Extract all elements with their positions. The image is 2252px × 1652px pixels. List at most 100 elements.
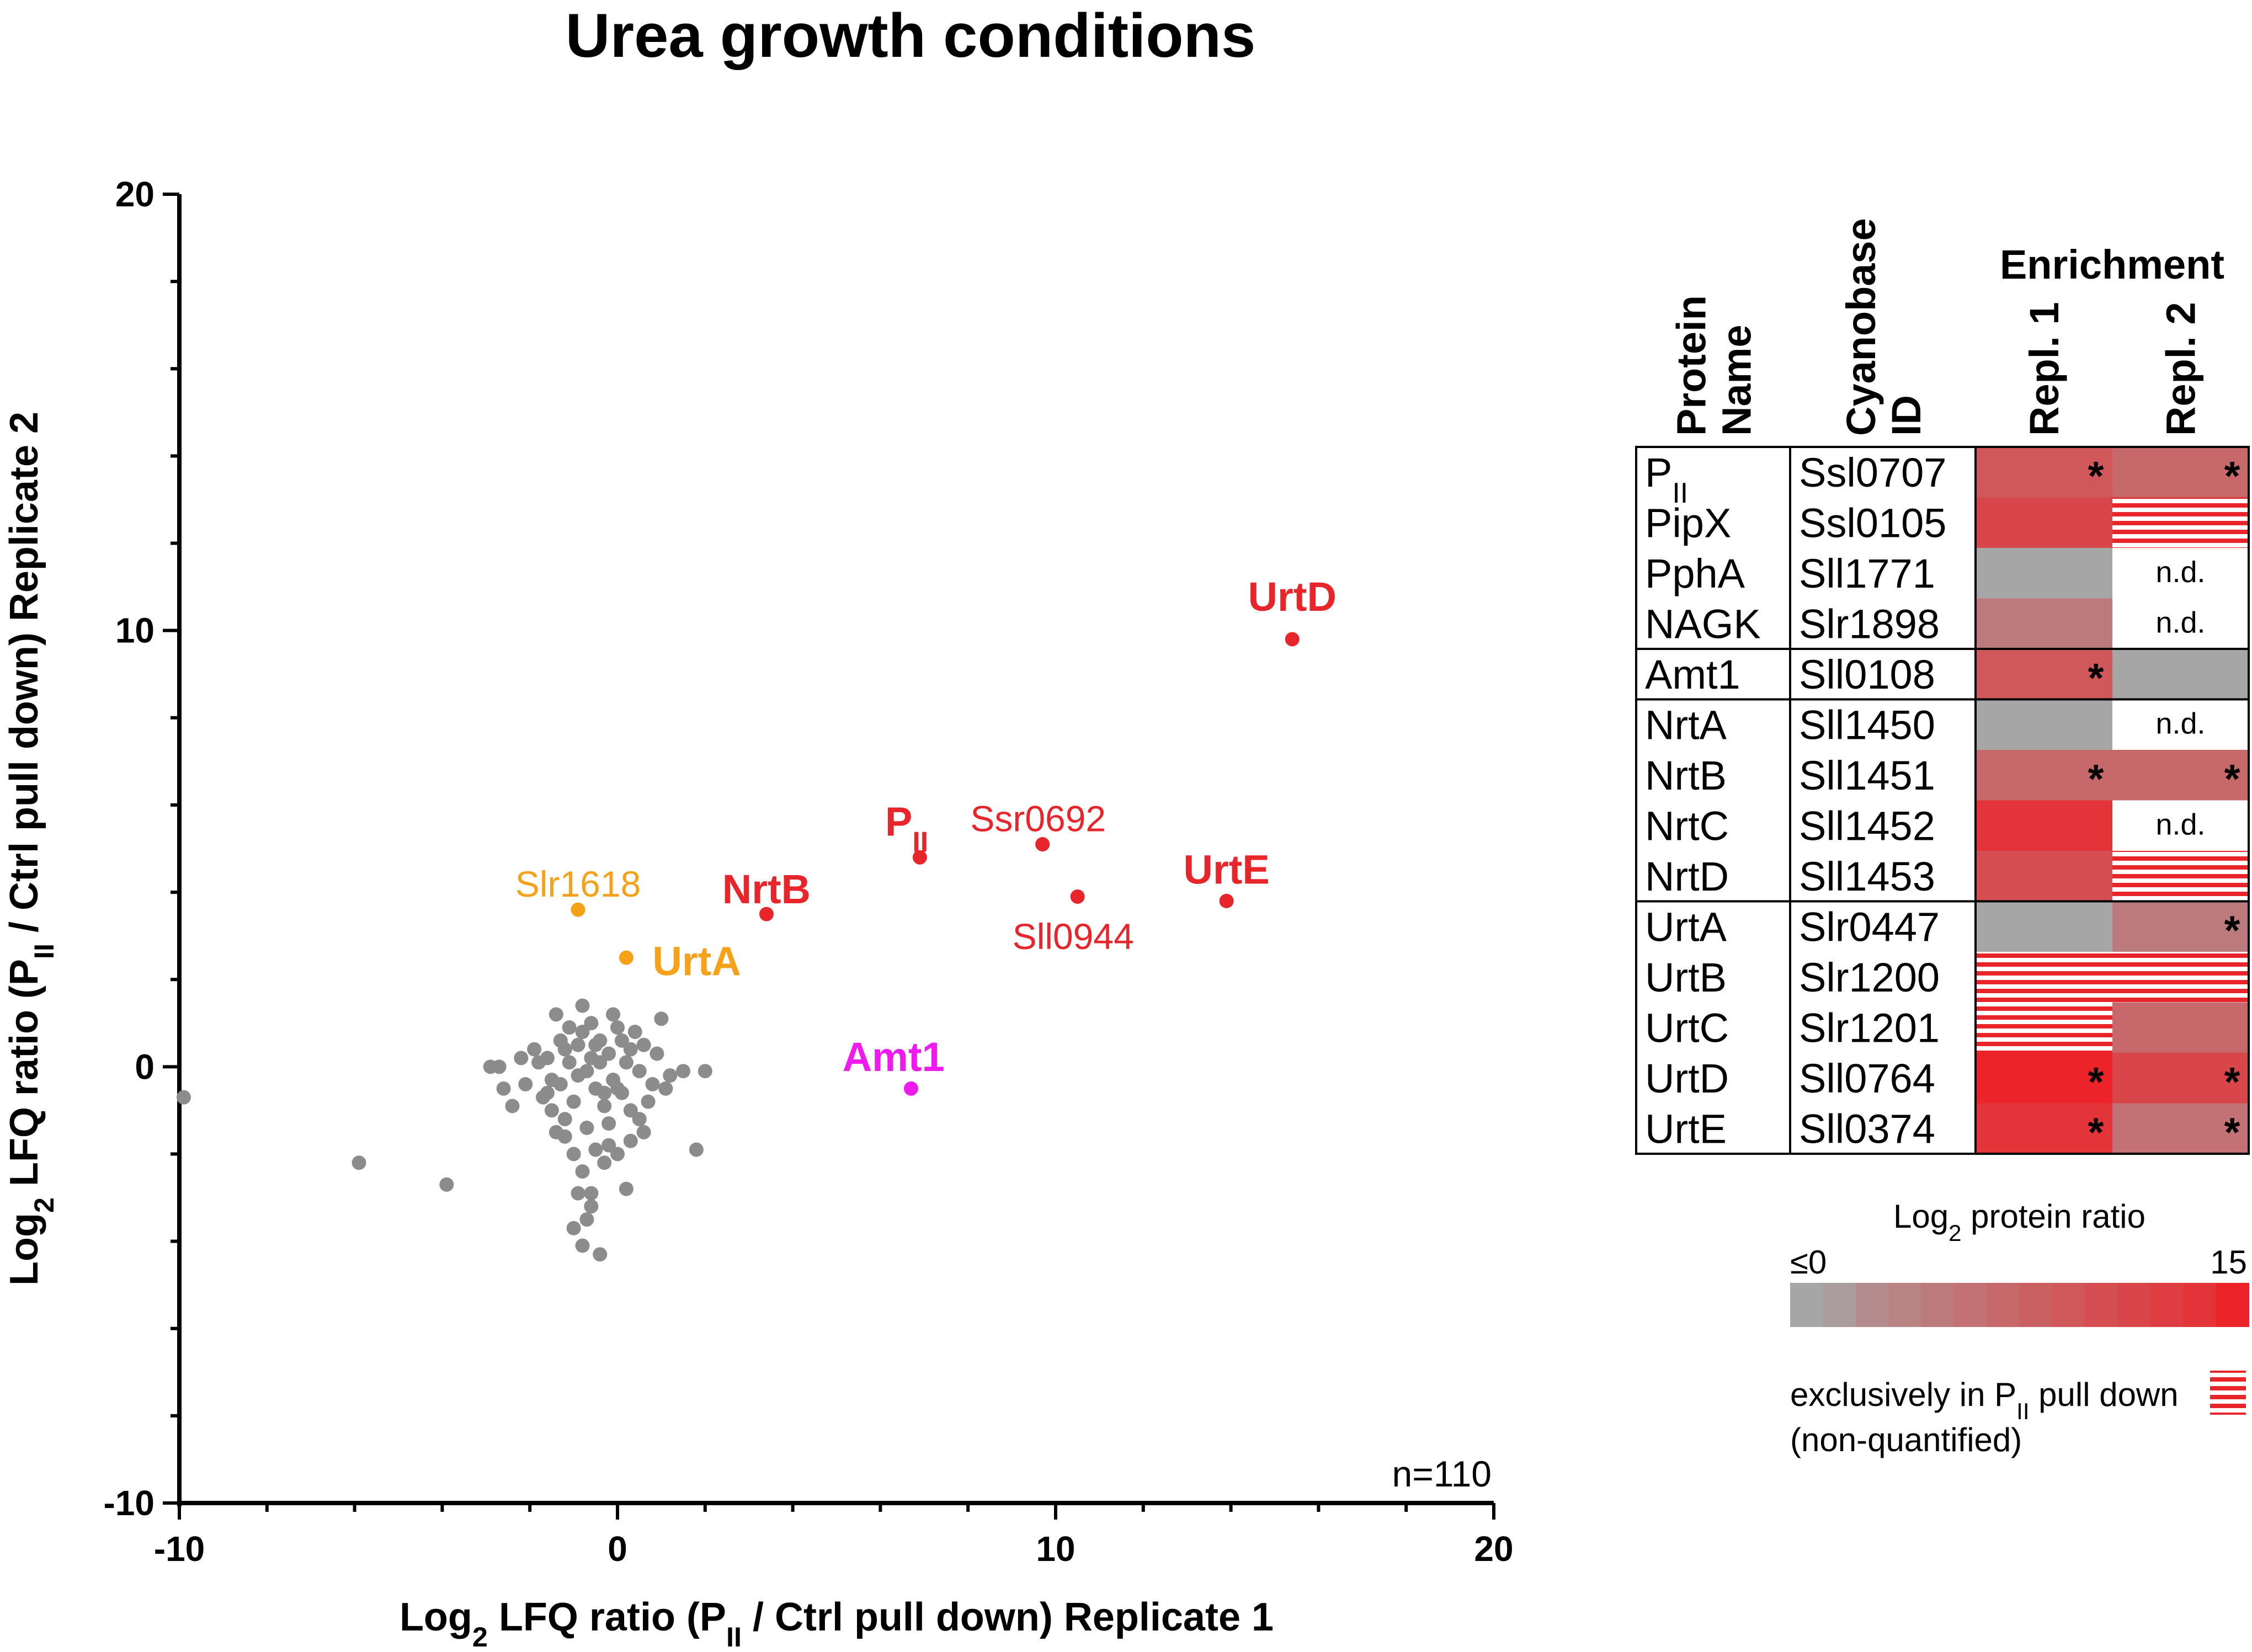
- data-point-gray: [636, 1037, 651, 1052]
- protein-name: NrtA: [1645, 702, 1727, 748]
- data-point-gray: [623, 1103, 638, 1118]
- data-point-gray: [645, 1077, 660, 1091]
- y-tick-label: -10: [104, 1483, 155, 1523]
- color-legend: Log2 protein ratio ≤0 15 exclusively in PII…: [1790, 1198, 2249, 1458]
- data-point-gray: [527, 1042, 542, 1057]
- table-border: [1635, 446, 2250, 1155]
- data-point-gray: [352, 1155, 366, 1170]
- repl2-cell: [2112, 598, 2249, 649]
- data-point-gray: [654, 1011, 669, 1026]
- repl1-cell: [1976, 952, 2112, 1003]
- data-point-gray: [496, 1081, 511, 1096]
- cyanobase-id: Sll0108: [1799, 652, 1935, 697]
- cyanobase-id: Slr0447: [1799, 904, 1940, 950]
- data-point-gray: [619, 1055, 633, 1070]
- data-point-gray: [176, 1090, 191, 1105]
- header-repl2: Repl. 2: [2158, 302, 2204, 436]
- legend-scale-step: [2183, 1283, 2217, 1327]
- repl1-cell: [1976, 901, 2112, 952]
- legend-scale-step: [2085, 1283, 2118, 1327]
- repl2-cell: [2112, 699, 2249, 750]
- data-point-gray: [658, 1081, 673, 1096]
- repl2-star: *: [2224, 1110, 2240, 1155]
- repl2-cell: [2112, 497, 2249, 548]
- data-point-gray: [566, 1221, 581, 1235]
- cyanobase-id: Sll0764: [1799, 1056, 1935, 1101]
- repl1-cell: [1976, 447, 2112, 498]
- x-tick-label: 10: [1036, 1529, 1075, 1569]
- data-point-gray: [619, 1181, 633, 1196]
- figure-title: Urea growth conditions: [565, 1, 1256, 70]
- data-point-gray: [588, 1037, 603, 1052]
- cyanobase-id: Sll1452: [1799, 803, 1935, 849]
- data-point-gray: [614, 1033, 629, 1048]
- data-point-gray: [553, 1077, 568, 1091]
- repl2-star: *: [2224, 908, 2240, 953]
- data-point-gray: [593, 1055, 608, 1070]
- legend-scale-step: [1987, 1283, 2020, 1327]
- protein-name: NAGK: [1645, 601, 1761, 647]
- data-point-gray: [584, 1016, 599, 1031]
- data-point-gray: [562, 1020, 577, 1035]
- protein-name: PII: [1645, 450, 1688, 509]
- cyanobase-id: Sll1771: [1799, 551, 1935, 596]
- data-point-gray: [597, 1155, 612, 1170]
- scatter-plot: -10 0 10 20 -10 0 10 20 Log2 LFQ ratio (PII / Ct…: [2, 174, 1514, 1652]
- cyanobase-id: Slr1200: [1799, 955, 1940, 1000]
- repl2-cell: [2112, 851, 2249, 902]
- data-point-gray: [571, 1186, 585, 1201]
- x-axis-title: Log2 LFQ ratio (PII / Ctrl pull down) Re…: [400, 1595, 1274, 1652]
- protein-name: UrtC: [1645, 1005, 1729, 1051]
- repl1-cell: [1976, 750, 2112, 801]
- data-point-gray: [632, 1112, 647, 1127]
- data-point-gray: [689, 1142, 704, 1157]
- cyanobase-id: Sll1451: [1799, 753, 1935, 798]
- data-point-gray: [601, 1138, 616, 1153]
- point-label-urte: UrtE: [1184, 846, 1270, 892]
- repl1-cell: [1976, 1002, 2112, 1053]
- data-point-gray: [601, 1046, 616, 1061]
- y-tick-label: 20: [115, 174, 155, 214]
- repl1-cell: [1976, 497, 2112, 548]
- point-label-nrtb: NrtB: [722, 866, 811, 912]
- data-point-sll0944: [1070, 889, 1085, 904]
- legend-scale-step: [2019, 1283, 2053, 1327]
- data-point-gray: [588, 1142, 603, 1157]
- legend-min-label: ≤0: [1790, 1244, 1827, 1281]
- data-point-gray: [514, 1051, 529, 1065]
- cyanobase-id: Sll1450: [1799, 702, 1935, 748]
- data-point-gray: [557, 1112, 572, 1127]
- y-tick-label: 0: [135, 1047, 155, 1086]
- cyanobase-id: Slr1201: [1799, 1005, 1940, 1051]
- protein-name: UrtD: [1645, 1056, 1729, 1101]
- data-point-gray: [571, 1037, 585, 1052]
- header-enrichment: Enrichment: [2000, 242, 2224, 287]
- data-point-gray: [641, 1094, 656, 1109]
- n-count-label: n=110: [1392, 1453, 1492, 1494]
- repl2-star: *: [2224, 1059, 2240, 1105]
- data-point-gray: [597, 1085, 612, 1100]
- point-label-slr1618: Slr1618: [515, 864, 641, 904]
- data-point-gray: [549, 1007, 563, 1022]
- data-point-slr1618: [571, 902, 585, 917]
- header-protein-name: Name: [1714, 324, 1760, 436]
- repl2-cell: [2112, 649, 2249, 700]
- data-point-gray: [610, 1081, 625, 1096]
- repl1-star: *: [2088, 1110, 2104, 1155]
- protein-name: NrtB: [1645, 753, 1727, 798]
- repl1-star: *: [2088, 1059, 2104, 1105]
- data-point-urte: [1219, 893, 1234, 908]
- header-cyanobase-id: ID: [1883, 395, 1929, 436]
- repl1-cell: [1976, 851, 2112, 902]
- data-point-gray: [623, 1133, 638, 1148]
- repl1-star: *: [2088, 756, 2104, 802]
- data-point-gray: [575, 1164, 590, 1179]
- data-point-gray: [579, 1064, 594, 1079]
- protein-name: PphA: [1645, 551, 1745, 596]
- legend-scale-step: [2052, 1283, 2086, 1327]
- legend-scale-step: [1888, 1283, 1922, 1327]
- data-point-amt1: [903, 1081, 918, 1096]
- point-label-sll0944: Sll0944: [1013, 916, 1134, 957]
- data-point-gray: [623, 1042, 638, 1057]
- data-point-gray: [557, 1042, 572, 1057]
